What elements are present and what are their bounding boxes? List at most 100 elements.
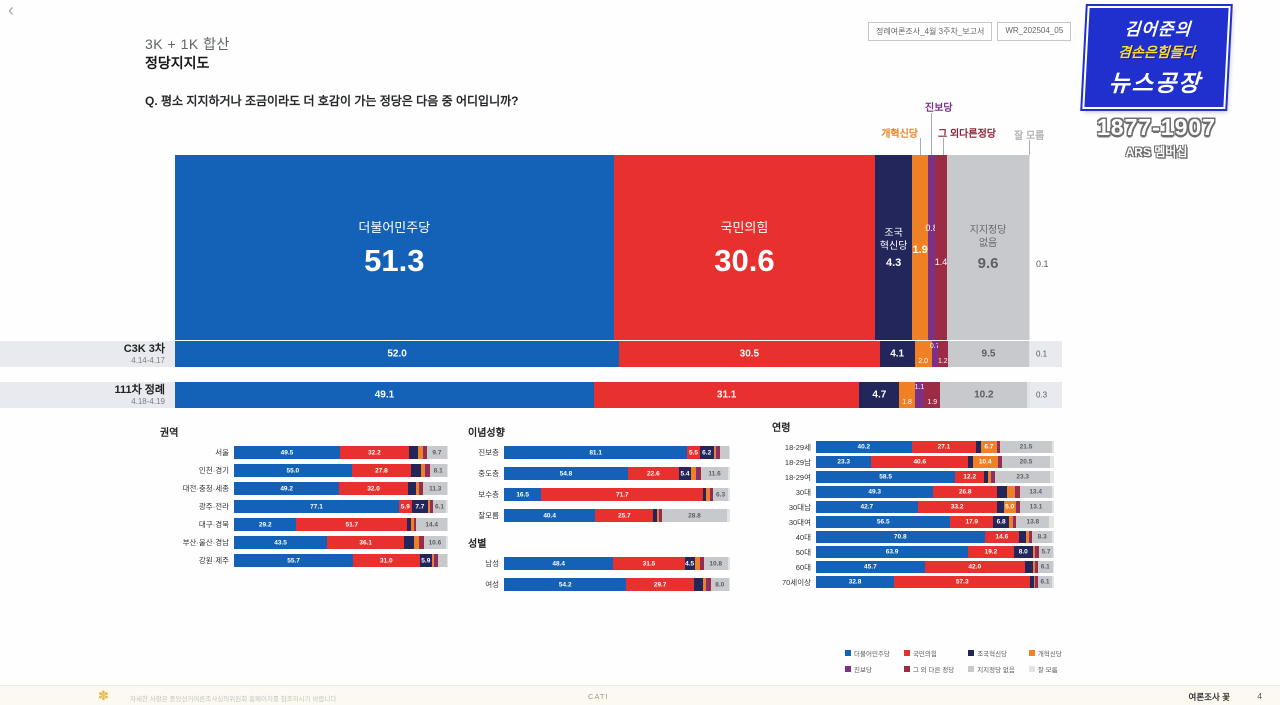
bar-segment: [422, 446, 424, 459]
bar-segment: [727, 488, 730, 501]
demo-bar: 43.5 36.1 10.6: [234, 536, 448, 549]
demo-bar: 23.3 40.6 10.4 20.5: [816, 456, 1054, 468]
legend-swatch: [903, 666, 910, 672]
footer-brand: 여론조사 꽃: [1188, 692, 1230, 702]
bar-segment: [1052, 546, 1054, 558]
bar-segment: 55.7: [234, 554, 354, 567]
bar-segment: 5.9: [419, 554, 433, 567]
bar-segment: 13.8: [1016, 516, 1050, 528]
segment-value: 6.2: [702, 449, 712, 456]
demo-row: 대전·충청·세종 49.2 32.0 11.3: [160, 482, 448, 495]
segment-value: 40.6: [913, 458, 927, 466]
segment-value: 10.8: [709, 560, 723, 567]
segment-value: 8.0: [715, 581, 725, 588]
bar-segment: 23.3: [816, 456, 872, 468]
demo-bar: 16.5 71.7 6.3: [504, 488, 730, 501]
bar-segment: 32.0: [339, 482, 408, 495]
main-bar-segment: 국민의힘 30.6: [613, 155, 876, 340]
bar-segment: [696, 467, 698, 480]
bar-segment: 49.5: [234, 446, 340, 459]
bar-segment: 8.1: [429, 464, 447, 477]
segment-value: 6.1: [434, 503, 445, 510]
segment-value: 13.8: [1026, 518, 1040, 526]
bar-segment: [653, 509, 657, 522]
segment-value: 17.9: [965, 518, 979, 526]
bar-segment: [706, 488, 711, 501]
bar-segment: 31.1: [593, 382, 860, 408]
bar-segment: 58.5: [816, 471, 956, 483]
bar-segment: [447, 446, 448, 459]
legend-swatch: [845, 666, 851, 672]
segment-value: 56.5: [876, 518, 890, 526]
segment-value: 14.6: [995, 533, 1009, 541]
segment-value: 1.9: [927, 399, 938, 406]
segment-value: 6.7: [984, 443, 994, 451]
legend-label: 잘 모름: [1037, 667, 1058, 674]
demo-row-label: 여성: [485, 580, 499, 589]
segment-value: 28.8: [688, 512, 701, 519]
bar-segment: 4.7: [859, 382, 900, 408]
demo-row-label: 대전·충청·세종: [182, 484, 229, 493]
segment-value: 57.3: [955, 578, 969, 586]
comparison-band: 111차 정례 4.18-4.19 49.1 31.1 4.7 1.8 1.1 1.9 10.2…: [0, 382, 1062, 408]
main-bar-segment: 0.8: [925, 155, 938, 340]
bar-segment: [424, 464, 427, 477]
bar-segment: 6.1: [1037, 576, 1053, 588]
bar-segment: 27.1: [911, 441, 977, 453]
segment-value: 31.0: [380, 557, 393, 564]
demo-row-label: 부산·울산·경남: [182, 538, 229, 547]
back-arrow-icon[interactable]: ‹: [8, 0, 14, 20]
bar-segment: 9.5: [947, 341, 1030, 367]
comparison-name: 111차 정례: [114, 384, 165, 397]
bar-segment: [697, 467, 702, 480]
logo-line1: 김어준의: [1124, 20, 1192, 39]
demo-group: 연령 18-29세 40.2 27.1 6.7 21.5 18-29남 23.3 40.6 10.…: [772, 419, 1054, 588]
bar-segment: 40.6: [871, 456, 969, 468]
bar-segment: 10.4: [972, 456, 998, 468]
bar-segment: 32.8: [816, 576, 895, 588]
bar-segment: [413, 518, 415, 531]
bar-segment: 56.5: [816, 516, 951, 528]
bar-segment: [996, 501, 1004, 513]
demo-row-label: 서울: [215, 448, 229, 457]
bar-segment: [1032, 546, 1036, 558]
legend-label: 진보당: [854, 667, 872, 674]
comparison-period: 4.18-4.19: [131, 396, 165, 406]
segment-value: 4.1: [890, 348, 905, 360]
demo-group: 성별 남성 48.4 31.5 4.5 10.8 여성 54.2 29.7 8.0: [468, 535, 730, 591]
demo-row: 40대 70.8 14.6 8.3: [772, 531, 1054, 543]
demo-row-label: 진보층: [478, 448, 499, 457]
bar-segment: [1027, 382, 1030, 408]
bar-segment: 51.7: [296, 518, 408, 531]
segment-value: 55.7: [287, 557, 300, 564]
bar-segment: [435, 554, 438, 567]
demo-col-middle: 이념성향 진보층 81.1 5.5 6.2 중도층 54.8 22.6 5.4 11.6 보수층 16…: [468, 424, 730, 599]
logo-line3: 뉴스공장: [1108, 70, 1203, 96]
comparison-bar: 52.0 30.5 4.1 2.0 0.7 1.2 9.5 0.1: [175, 341, 1047, 367]
legend-swatch: [1028, 666, 1035, 672]
bar-segment: 77.1: [234, 500, 399, 513]
bar-segment: [419, 536, 424, 549]
footer: ✽ 자세한 사항은 중앙선거여론조사심의위원회 홈페이지를 참조하시기 바랍니다…: [0, 685, 1280, 705]
segment-value: 5.5: [688, 449, 699, 456]
demo-row-label: 대구·경북: [198, 520, 229, 529]
bar-segment: 45.7: [816, 561, 925, 573]
bar-segment: [1016, 501, 1021, 513]
bar-segment: [434, 554, 436, 567]
segment-value: 42.7: [860, 503, 874, 511]
segment-value: 42.0: [968, 563, 982, 571]
bar-segment: [1035, 561, 1039, 573]
demo-group-title: 이념성향: [468, 428, 505, 439]
demo-row: 30대여 56.5 17.9 6.8 13.8: [772, 516, 1054, 528]
bar-segment: 1.2: [937, 341, 948, 367]
demo-row-label: 남성: [485, 559, 499, 568]
bar-segment: 31.5: [613, 557, 685, 570]
segment-value: 43.5: [274, 539, 287, 546]
demo-row-label: 30대남: [788, 502, 811, 512]
main-bar-segment: 지지정당 없음 9.6: [947, 155, 1030, 340]
segment-value: 58.5: [879, 473, 892, 481]
segment-value: 23.3: [1016, 473, 1029, 481]
bar-segment: [996, 441, 999, 453]
logo-line2: 겸손은힘들다: [1117, 44, 1196, 60]
